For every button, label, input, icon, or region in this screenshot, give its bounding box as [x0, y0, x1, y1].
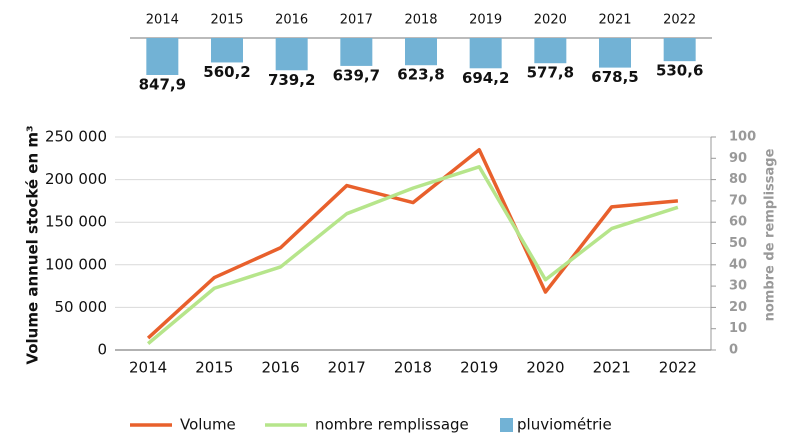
x-tick-label: 2021	[593, 359, 631, 377]
bar	[275, 38, 308, 71]
x-tick-label: 2021	[598, 13, 631, 28]
value-label: 623,8	[397, 66, 444, 84]
y2-tick-label: 60	[729, 215, 747, 230]
x-tick-label: 2018	[404, 13, 437, 28]
x-tick-label: 2017	[328, 359, 366, 377]
y2-tick-label: 0	[729, 343, 738, 358]
legend-label: Volume	[180, 416, 236, 434]
x-tick-label: 2016	[261, 359, 299, 377]
y2-tick-label: 50	[729, 236, 747, 251]
x-tick-label: 2015	[210, 13, 243, 28]
x-tick-label: 2014	[129, 359, 167, 377]
bar	[405, 38, 437, 66]
x-tick-label: 2015	[195, 359, 233, 377]
value-label: 560,2	[203, 63, 250, 81]
y-tick-label: 100 000	[45, 255, 107, 273]
line-series	[146, 148, 679, 340]
x-tick-label: 2014	[146, 13, 179, 28]
x-tick-label: 2022	[663, 13, 696, 28]
y2-tick-label: 30	[729, 279, 747, 294]
y-tick-label: 0	[97, 341, 107, 359]
bar	[340, 38, 373, 66]
y2-axis-label: nombre de remplissage	[763, 148, 778, 321]
x-tick-label: 2022	[659, 359, 697, 377]
x-tick-label: 2018	[394, 359, 432, 377]
value-label: 739,2	[268, 71, 315, 89]
legend-label: nombre remplissage	[315, 416, 469, 434]
x-tick-label: 2019	[460, 359, 498, 377]
y-tick-label: 50 000	[55, 298, 108, 316]
y2-tick-label: 40	[729, 257, 747, 272]
bar	[211, 38, 243, 63]
value-label: 530,6	[656, 62, 703, 80]
y2-tick-label: 80	[729, 172, 747, 187]
y2-tick-label: 20	[729, 300, 747, 315]
bar	[534, 38, 567, 64]
value-label: 694,2	[462, 69, 509, 87]
y-tick-label: 200 000	[45, 170, 107, 188]
y2-tick-label: 70	[729, 193, 747, 208]
y2-tick-label: 10	[729, 321, 747, 336]
legend-swatch	[500, 418, 513, 432]
bar	[663, 38, 696, 62]
bar	[599, 38, 631, 68]
y2-tick-label: 90	[729, 151, 747, 166]
x-tick-label: 2016	[275, 13, 308, 28]
bar	[146, 38, 179, 75]
y2-tick-label: 100	[729, 130, 756, 145]
bar	[469, 38, 502, 69]
legend-label: pluviométrie	[517, 416, 612, 434]
x-tick-label: 2020	[526, 359, 564, 377]
y-tick-label: 150 000	[45, 213, 107, 231]
x-tick-label: 2019	[469, 13, 502, 28]
value-label: 639,7	[333, 66, 380, 84]
line-series	[146, 165, 679, 345]
x-tick-label: 2020	[534, 13, 567, 28]
value-label: 577,8	[527, 64, 574, 82]
value-label: 678,5	[591, 68, 638, 86]
x-tick-label: 2017	[340, 13, 373, 28]
y-tick-label: 250 000	[45, 128, 107, 146]
value-label: 847,9	[139, 76, 186, 94]
y-axis-label: Volume annuel stocké en m³	[24, 125, 42, 364]
